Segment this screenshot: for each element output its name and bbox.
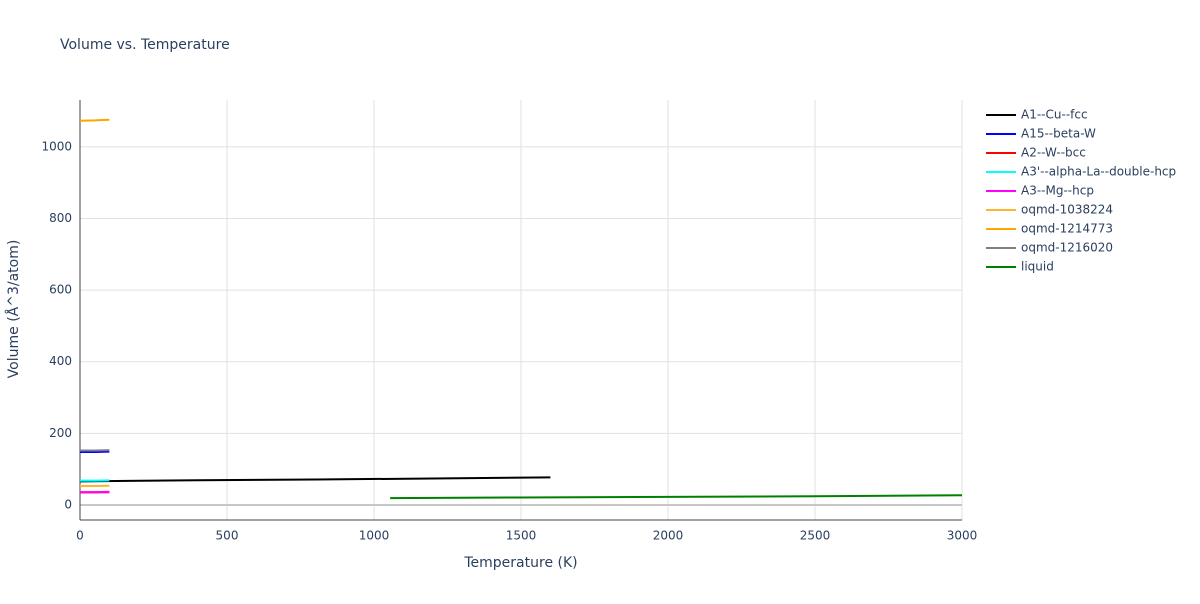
x-tick-label: 1500 xyxy=(506,529,537,543)
chart-title: Volume vs. Temperature xyxy=(60,37,230,53)
legend-label: oqmd-1214773 xyxy=(1021,222,1113,236)
y-tick-label: 600 xyxy=(49,283,72,297)
x-tick-label: 2000 xyxy=(653,529,684,543)
legend-label: oqmd-1216020 xyxy=(1021,241,1113,255)
x-tick-label: 500 xyxy=(216,529,239,543)
x-axis-label: Temperature (K) xyxy=(463,555,577,571)
x-tick-label: 3000 xyxy=(947,529,978,543)
y-tick-label: 1000 xyxy=(41,139,72,153)
legend-label: oqmd-1038224 xyxy=(1021,203,1113,217)
y-axis-label: Volume (Å^3/atom) xyxy=(5,240,22,379)
y-tick-label: 0 xyxy=(64,497,72,511)
x-tick-label: 1000 xyxy=(359,529,390,543)
legend-label: A15--beta-W xyxy=(1021,127,1096,141)
legend-label: A2--W--bcc xyxy=(1021,146,1086,160)
x-tick-label: 2500 xyxy=(800,529,831,543)
y-tick-label: 200 xyxy=(49,426,72,440)
y-tick-label: 400 xyxy=(49,354,72,368)
x-tick-label: 0 xyxy=(76,529,84,543)
y-tick-label: 800 xyxy=(49,211,72,225)
series-line xyxy=(80,120,109,121)
legend-label: A3--Mg--hcp xyxy=(1021,184,1094,198)
series-line xyxy=(390,495,962,498)
series-line xyxy=(80,477,550,481)
legend-label: A1--Cu--fcc xyxy=(1021,108,1088,122)
legend-label: liquid xyxy=(1021,260,1054,274)
legend-label: A3'--alpha-La--double-hcp xyxy=(1021,165,1176,179)
